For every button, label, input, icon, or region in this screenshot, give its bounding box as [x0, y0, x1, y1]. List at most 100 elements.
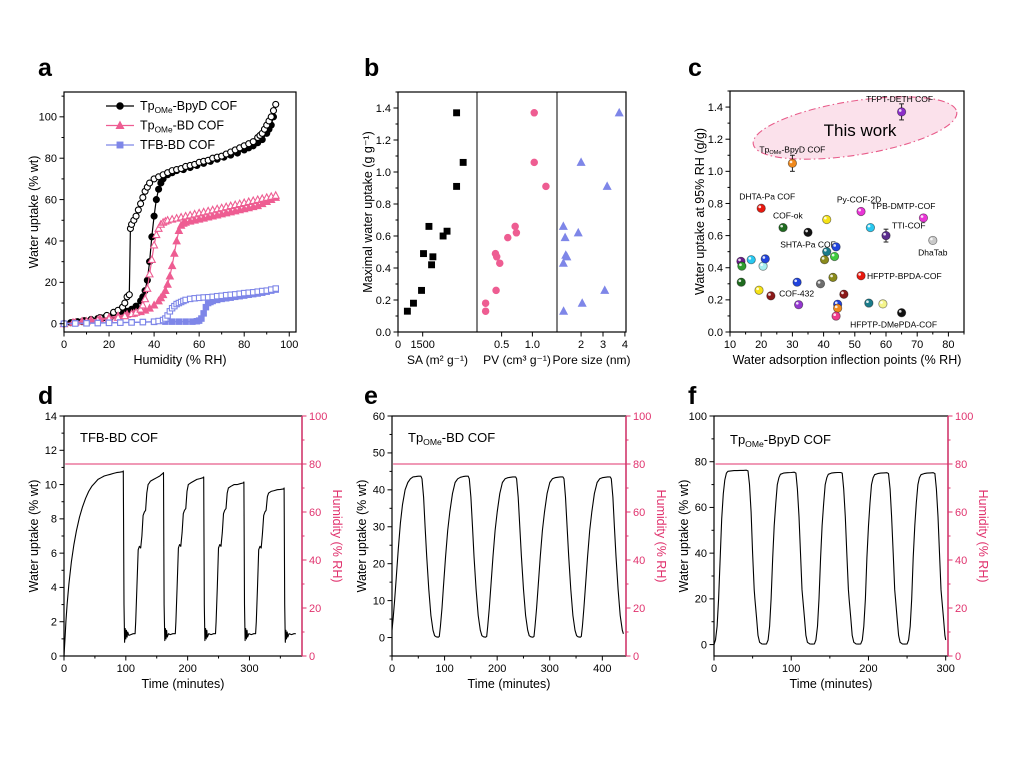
svg-text:Maximal water uptake (g g⁻¹): Maximal water uptake (g g⁻¹) — [361, 131, 375, 293]
svg-text:200: 200 — [488, 663, 506, 675]
svg-text:0: 0 — [61, 339, 67, 351]
svg-text:3: 3 — [600, 339, 606, 351]
svg-text:TFB-BD COF: TFB-BD COF — [140, 138, 215, 152]
svg-text:20: 20 — [309, 603, 321, 615]
svg-text:Water uptake (% wt): Water uptake (% wt) — [28, 480, 41, 593]
svg-text:1.0: 1.0 — [376, 167, 391, 179]
svg-text:Py-COF-2D: Py-COF-2D — [837, 195, 881, 205]
chart-b-host: 0 1500 SA (m² g⁻¹) 0.5 1.0 PV (cm³ g⁻¹) 2 3 4 Por… — [354, 74, 680, 393]
svg-text:4: 4 — [622, 339, 628, 351]
svg-text:DHTA-Pa COF: DHTA-Pa COF — [739, 191, 795, 201]
svg-text:1.4: 1.4 — [708, 102, 723, 114]
panel-b-letter: b — [364, 54, 380, 82]
svg-text:100: 100 — [117, 663, 135, 675]
svg-text:50: 50 — [373, 448, 385, 460]
svg-text:80: 80 — [695, 457, 707, 469]
svg-text:COF-432: COF-432 — [779, 289, 814, 299]
svg-text:20: 20 — [373, 558, 385, 570]
svg-text:20: 20 — [633, 603, 645, 615]
svg-text:70: 70 — [911, 339, 923, 351]
svg-text:20: 20 — [695, 594, 707, 606]
svg-text:Humidity (% RH): Humidity (% RH) — [976, 489, 990, 582]
svg-text:0: 0 — [51, 319, 57, 331]
panel-c-benchmark-scatter: c This work 10 20 30 40 50 60 70 80 Water adsorpt… — [678, 54, 1018, 390]
svg-text:TFPT-DETH COF: TFPT-DETH COF — [866, 94, 933, 104]
svg-text:TPB-DMTP-COF: TPB-DMTP-COF — [871, 201, 935, 211]
svg-text:Humidity (% RH): Humidity (% RH) — [654, 489, 668, 582]
svg-text:0: 0 — [379, 632, 385, 644]
svg-text:100: 100 — [955, 411, 973, 423]
svg-text:0.6: 0.6 — [708, 230, 723, 242]
svg-text:Pore size (nm): Pore size (nm) — [552, 353, 630, 367]
svg-text:20: 20 — [955, 603, 967, 615]
svg-text:100: 100 — [689, 411, 707, 423]
svg-text:20: 20 — [103, 339, 115, 351]
svg-text:300: 300 — [541, 663, 559, 675]
svg-text:300: 300 — [937, 663, 955, 675]
svg-text:20: 20 — [755, 339, 767, 351]
svg-text:100: 100 — [435, 663, 453, 675]
svg-text:0.2: 0.2 — [708, 295, 723, 307]
svg-text:HFPTP-BPDA-COF: HFPTP-BPDA-COF — [867, 271, 942, 281]
svg-text:1.0: 1.0 — [708, 166, 723, 178]
svg-text:60: 60 — [45, 194, 57, 206]
svg-text:60: 60 — [955, 507, 967, 519]
svg-text:80: 80 — [238, 339, 250, 351]
panel-e-cycling-tpome-bd: e 0 100 200 300 400 Time (minutes) 0 10 20 30 40 50… — [354, 382, 680, 721]
svg-text:100: 100 — [309, 411, 327, 423]
svg-text:0: 0 — [61, 663, 67, 675]
svg-text:40: 40 — [817, 339, 829, 351]
svg-text:Water adsorption inflection po: Water adsorption inflection points (% RH… — [733, 353, 962, 367]
svg-text:DhaTab: DhaTab — [918, 247, 948, 257]
svg-text:40: 40 — [955, 555, 967, 567]
chart-a-host: 0 20 40 60 80 100 Humidity (% RH) 0 20 40 60 80 100 W… — [27, 74, 354, 393]
svg-text:Humidity (% RH): Humidity (% RH) — [133, 353, 226, 367]
svg-text:100: 100 — [633, 411, 651, 423]
svg-text:Time (minutes): Time (minutes) — [142, 677, 225, 691]
svg-text:0: 0 — [633, 651, 639, 663]
svg-text:80: 80 — [309, 459, 321, 471]
svg-text:TTI-COF: TTI-COF — [892, 221, 926, 231]
svg-text:0: 0 — [711, 663, 717, 675]
svg-text:2: 2 — [578, 339, 584, 351]
svg-text:1.2: 1.2 — [708, 134, 723, 146]
svg-text:40: 40 — [373, 485, 385, 497]
svg-text:60: 60 — [193, 339, 205, 351]
svg-text:40: 40 — [309, 555, 321, 567]
svg-text:0.8: 0.8 — [708, 198, 723, 210]
svg-text:Time (minutes): Time (minutes) — [468, 677, 551, 691]
chart-e-host: 0 100 200 300 400 Time (minutes) 0 10 20 30 40 50 60… — [354, 402, 680, 721]
svg-text:60: 60 — [309, 507, 321, 519]
svg-text:30: 30 — [786, 339, 798, 351]
svg-text:0.8: 0.8 — [376, 199, 391, 211]
chart-c-svg: This work 10 20 30 40 50 60 70 80 Water adsorptio… — [693, 90, 965, 367]
svg-text:300: 300 — [240, 663, 258, 675]
svg-text:TFB-BD COF: TFB-BD COF — [80, 430, 158, 445]
chart-d-host: 0 100 200 300 Time (minutes) 0 2 4 6 8 10 12 14 Water… — [27, 402, 354, 721]
svg-text:10: 10 — [373, 595, 385, 607]
svg-text:0.2: 0.2 — [376, 295, 391, 307]
svg-text:60: 60 — [880, 339, 892, 351]
svg-text:COF-ok: COF-ok — [773, 211, 804, 221]
svg-text:Humidity (% RH): Humidity (% RH) — [330, 489, 344, 582]
svg-text:1.0: 1.0 — [525, 339, 540, 351]
svg-text:50: 50 — [849, 339, 861, 351]
panel-f-cycling-tpome-bpyd: f 0 100 200 300 Time (minutes) 0 20 40 60 80 100 Wa… — [677, 382, 1012, 718]
panel-e-letter: e — [364, 382, 378, 410]
svg-text:Water uptake at 95% RH (g/g): Water uptake at 95% RH (g/g) — [693, 128, 707, 295]
svg-text:100: 100 — [280, 339, 298, 351]
svg-text:40: 40 — [45, 236, 57, 248]
svg-text:40: 40 — [148, 339, 160, 351]
svg-text:TpOMe-BD COF: TpOMe-BD COF — [140, 119, 224, 135]
svg-text:60: 60 — [373, 411, 385, 423]
svg-text:SHTA-Pa COF: SHTA-Pa COF — [780, 239, 836, 249]
svg-text:This work: This work — [824, 121, 897, 140]
svg-text:0.4: 0.4 — [376, 263, 391, 275]
svg-text:0.6: 0.6 — [376, 231, 391, 243]
svg-text:80: 80 — [45, 153, 57, 165]
svg-text:0.4: 0.4 — [708, 263, 723, 275]
